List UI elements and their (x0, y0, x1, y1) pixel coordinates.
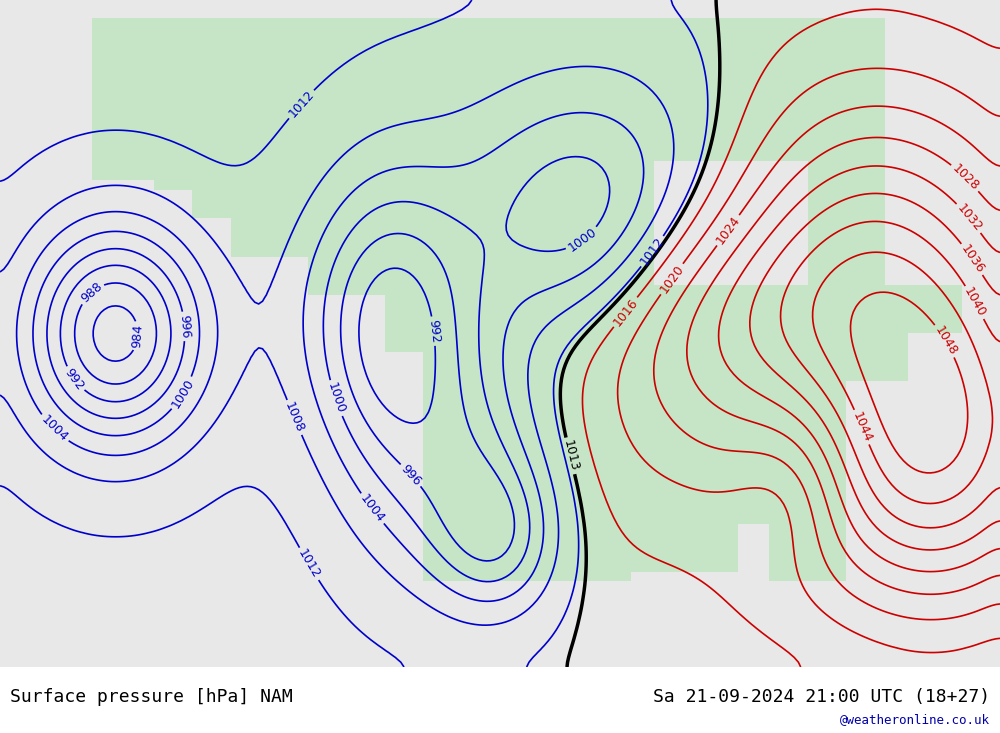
Text: 988: 988 (78, 280, 105, 306)
Text: 1004: 1004 (38, 413, 70, 444)
Text: Surface pressure [hPa] NAM: Surface pressure [hPa] NAM (10, 688, 293, 706)
Text: 992: 992 (426, 319, 442, 344)
Text: 1004: 1004 (357, 492, 387, 526)
Text: 1020: 1020 (657, 262, 686, 295)
Text: 996: 996 (398, 462, 424, 488)
Text: 984: 984 (130, 323, 145, 348)
Text: @weatheronline.co.uk: @weatheronline.co.uk (840, 713, 990, 726)
Text: 1032: 1032 (954, 202, 984, 235)
Text: 1044: 1044 (850, 410, 874, 444)
Text: 1000: 1000 (169, 377, 197, 410)
Text: 1040: 1040 (961, 285, 988, 320)
Text: 996: 996 (177, 314, 192, 339)
Text: 1008: 1008 (282, 400, 306, 435)
Text: Sa 21-09-2024 21:00 UTC (18+27): Sa 21-09-2024 21:00 UTC (18+27) (653, 688, 990, 706)
Text: 1013: 1013 (560, 439, 580, 473)
Text: 1048: 1048 (932, 324, 959, 358)
Text: 1012: 1012 (638, 235, 667, 268)
Text: 1012: 1012 (286, 88, 317, 120)
Text: 1000: 1000 (324, 381, 347, 416)
Text: 1024: 1024 (714, 214, 743, 247)
Text: 1012: 1012 (295, 547, 323, 581)
Text: 1000: 1000 (566, 225, 599, 254)
Text: 1036: 1036 (958, 243, 987, 276)
Text: 992: 992 (62, 366, 87, 392)
Text: 1028: 1028 (949, 162, 981, 194)
Text: 1016: 1016 (611, 295, 640, 328)
